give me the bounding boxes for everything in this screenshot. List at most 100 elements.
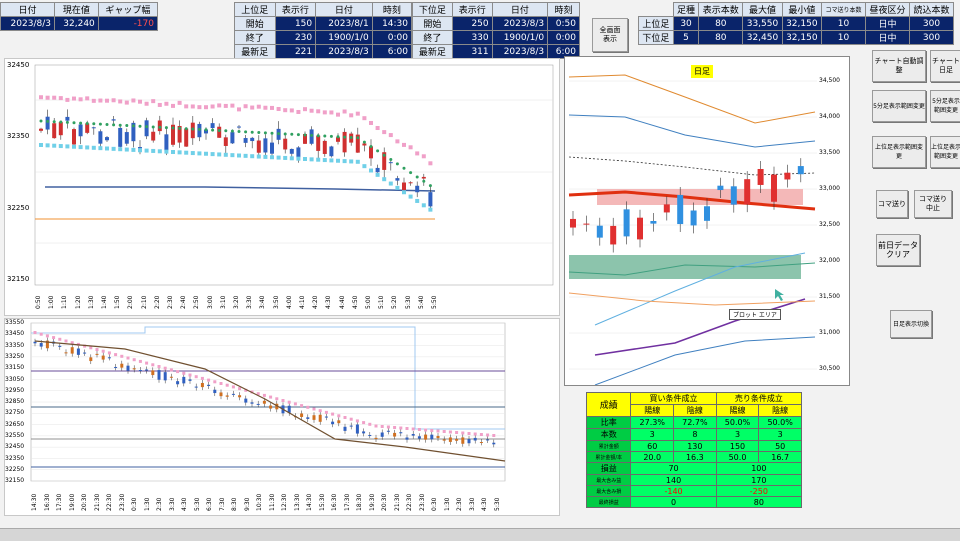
band-marker — [322, 158, 327, 163]
x-tick: 2:50 — [193, 295, 201, 309]
date-value[interactable]: 2023/8/1 — [315, 16, 373, 31]
ma-dot — [376, 149, 380, 153]
ma-dot — [72, 121, 76, 125]
ma-line — [34, 340, 506, 462]
cell[interactable]: 5 — [672, 30, 700, 45]
candle-body — [64, 352, 68, 354]
cell[interactable]: 日中 — [864, 30, 910, 45]
upper-range-button-2[interactable]: 上位足表示範囲変更 — [930, 136, 960, 168]
time-value[interactable]: 0:50 — [547, 16, 580, 31]
x-tick: 5:50 — [431, 295, 438, 309]
step-stop-button[interactable]: コマ送り 中止 — [914, 190, 952, 218]
stat-value: 70 — [630, 462, 717, 475]
time-value[interactable]: 6:00 — [371, 44, 413, 59]
candle-body — [76, 348, 80, 355]
current-date[interactable]: 2023/8/3 — [0, 16, 55, 31]
ma-dot — [230, 129, 234, 133]
time-value[interactable]: 0:00 — [371, 30, 413, 45]
daily-toggle-button[interactable]: 日足表示切換 — [890, 310, 932, 338]
date-value[interactable]: 1900/1/0 — [315, 30, 373, 45]
x-tick: 1:40 — [101, 295, 108, 309]
lower-chart-panel[interactable]: 33550 33450 33350 33250 33150 33050 32950 32850… — [4, 318, 560, 516]
band-marker — [58, 96, 63, 101]
x-tick: 18:30 — [356, 493, 363, 511]
band-marker — [151, 148, 156, 153]
cell[interactable]: 10 — [821, 30, 866, 45]
upper-range-button[interactable]: 上位足表示範囲変更 — [872, 136, 926, 168]
upper-chart-panel[interactable]: 32450 32350 32250 32150 0:50 1:00 1:10 1:20… — [4, 58, 560, 316]
candle-body — [650, 220, 657, 224]
row-label: 終了 — [412, 30, 453, 45]
x-tick: 22:30 — [406, 493, 413, 511]
cell[interactable]: 300 — [908, 30, 955, 45]
cell[interactable]: 32,150 — [781, 30, 823, 45]
band-marker — [303, 107, 307, 112]
five-min-range-button[interactable]: 5分足表示範囲変更 — [872, 90, 926, 122]
current-price[interactable]: 32,240 — [53, 16, 99, 31]
x-tick: 10:30 — [256, 493, 263, 511]
date-value[interactable]: 2023/8/3 — [315, 44, 373, 59]
x-tick: 1:50 — [114, 295, 122, 309]
cell[interactable]: 80 — [698, 16, 744, 31]
x-tick: 13:30 — [293, 493, 301, 511]
cell[interactable]: 32,150 — [781, 16, 823, 31]
row-value[interactable]: 330 — [451, 30, 493, 45]
ma-dot — [184, 127, 188, 131]
chart-daily-button[interactable]: チャート日足 — [930, 50, 960, 82]
date-value[interactable]: 2023/8/3 — [491, 16, 549, 31]
candle-body — [157, 370, 161, 380]
band-marker — [131, 147, 136, 152]
time-value[interactable]: 0:00 — [547, 30, 580, 45]
ma-dot — [382, 153, 386, 157]
cell[interactable]: 日中 — [864, 16, 910, 31]
time-value[interactable]: 6:00 — [547, 44, 580, 59]
clear-prev-day-button[interactable]: 前日データ クリア — [876, 234, 920, 266]
band-marker — [65, 97, 70, 102]
gap-width[interactable]: -170 — [97, 16, 159, 31]
band-marker — [388, 181, 393, 186]
stat-value: 50.0% — [715, 416, 760, 429]
ma-dot — [277, 132, 281, 136]
candle-body — [637, 217, 643, 240]
cell[interactable]: 10 — [821, 16, 866, 31]
date-value[interactable]: 1900/1/0 — [491, 30, 549, 45]
candle-body — [306, 417, 310, 419]
cell[interactable]: 80 — [698, 30, 744, 45]
band-marker — [262, 393, 266, 397]
row-value[interactable]: 230 — [274, 30, 317, 45]
cell[interactable]: 300 — [908, 16, 955, 31]
sheet-tab-bar[interactable] — [0, 528, 960, 541]
row-value[interactable]: 221 — [274, 44, 317, 59]
band-marker — [275, 397, 279, 401]
daily-chart-panel[interactable]: 日足 プロット エリア 34,500 34,000 33,500 33,000 32,5… — [564, 56, 850, 386]
band-marker — [473, 432, 477, 436]
row-value[interactable]: 250 — [451, 16, 493, 31]
five-min-range-button-2[interactable]: 5分足表示範囲変更 — [930, 90, 960, 122]
candle-body — [58, 122, 63, 136]
cell[interactable]: 33,550 — [742, 16, 783, 31]
candle-body — [405, 437, 409, 440]
cell[interactable]: 32,450 — [742, 30, 783, 45]
time-value[interactable]: 14:30 — [371, 16, 413, 31]
candle-body — [120, 363, 124, 368]
yang-label: 陽線 — [715, 404, 760, 417]
ma-dot — [409, 171, 413, 175]
row-value[interactable]: 311 — [451, 44, 493, 59]
band-marker — [362, 116, 367, 121]
step-forward-button[interactable]: コマ送り — [876, 190, 908, 218]
chart-auto-adjust-button[interactable]: チャート自動調整 — [872, 50, 926, 82]
fullscreen-button[interactable]: 全画面 表示 — [592, 18, 628, 52]
cell[interactable]: 30 — [672, 16, 700, 31]
candle-body — [402, 182, 406, 191]
band-marker — [184, 150, 189, 155]
row-value[interactable]: 150 — [274, 16, 317, 31]
date-value[interactable]: 2023/8/3 — [491, 44, 549, 59]
band-marker — [91, 145, 96, 150]
candle-body — [91, 127, 96, 129]
blue-line — [45, 186, 436, 192]
y-tick: 32450 — [7, 61, 30, 69]
band-marker — [58, 337, 62, 341]
candle-body — [583, 223, 590, 225]
band-marker — [120, 354, 124, 358]
candle-body — [369, 146, 373, 159]
